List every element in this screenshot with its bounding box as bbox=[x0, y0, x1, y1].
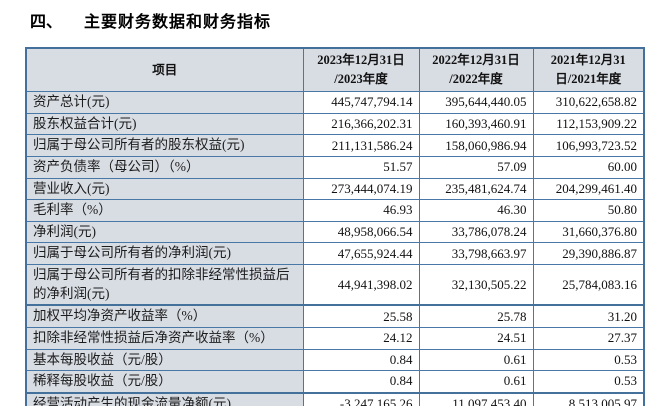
row-label: 净利润(元) bbox=[25, 220, 304, 244]
cell-value: 50.80 bbox=[532, 199, 645, 222]
cell-value: 31.20 bbox=[532, 304, 645, 328]
section-title-text: 主要财务数据和财务指标 bbox=[84, 14, 272, 31]
row-label: 毛利率（%） bbox=[25, 199, 304, 222]
row-label: 股东权益合计(元) bbox=[25, 112, 304, 136]
column-header-line: 日/2021年度 bbox=[555, 72, 622, 86]
column-header-line: /2023年度 bbox=[334, 72, 388, 86]
section-number: 四、 bbox=[30, 14, 63, 31]
table-row: 经营活动产生的现金流量净额(元) -3,247,165.26 11,097,453.… bbox=[25, 391, 645, 406]
cell-value: 0.61 bbox=[418, 348, 534, 372]
column-header: 2023年12月31日/2023年度 bbox=[302, 47, 420, 92]
table-header-row: 项目 2023年12月31日/2023年度 2022年12月31日/2022年度 20… bbox=[25, 47, 645, 92]
row-label: 归属于母公司所有者的净利润(元) bbox=[25, 242, 304, 265]
cell-value: 160,393,460.91 bbox=[418, 112, 534, 136]
table-row: 股东权益合计(元) 216,366,202.31 160,393,460.91 112… bbox=[25, 112, 645, 136]
table-row: 归属于母公司所有者的扣除非经常性损益后的净利润(元) 44,941,398.02 3… bbox=[25, 264, 645, 306]
cell-value: 211,131,586.24 bbox=[302, 134, 420, 157]
cell-value: 46.93 bbox=[302, 199, 420, 222]
cell-value: 24.51 bbox=[418, 326, 534, 350]
cell-value: 395,644,440.05 bbox=[418, 91, 534, 114]
cell-value: 158,060,986.94 bbox=[418, 134, 534, 157]
cell-value: 32,130,505.22 bbox=[418, 264, 534, 306]
financial-data-table: 项目 2023年12月31日/2023年度 2022年12月31日/2022年度 20… bbox=[25, 47, 645, 406]
cell-value: 0.84 bbox=[302, 348, 420, 372]
cell-value: 310,622,658.82 bbox=[532, 91, 645, 114]
column-header: 项目 bbox=[25, 47, 304, 92]
cell-value: 46.30 bbox=[418, 199, 534, 222]
cell-value: 112,153,909.22 bbox=[532, 112, 645, 136]
cell-value: 273,444,074.19 bbox=[302, 177, 420, 201]
table-row: 资产负债率（母公司）（%） 51.57 57.09 60.00 bbox=[25, 155, 645, 179]
cell-value: 204,299,461.40 bbox=[532, 177, 645, 201]
table-row: 营业收入(元) 273,444,074.19 235,481,624.74 204,2… bbox=[25, 177, 645, 201]
column-header-line: 2021年12月31 bbox=[550, 53, 626, 68]
cell-value: 0.53 bbox=[532, 348, 645, 372]
table-row: 资产总计(元) 445,747,794.14 395,644,440.05 310,6… bbox=[25, 91, 645, 114]
table-row: 净利润(元) 48,958,066.54 33,786,078.24 31,660,3… bbox=[25, 220, 645, 244]
cell-value: 216,366,202.31 bbox=[302, 112, 420, 136]
row-label: 稀释每股收益（元/股） bbox=[25, 370, 304, 394]
column-header-line: 项目 bbox=[152, 62, 178, 77]
table-row: 基本每股收益（元/股） 0.84 0.61 0.53 bbox=[25, 348, 645, 372]
cell-value: 29,390,886.87 bbox=[532, 242, 645, 265]
cell-value: 11,097,453.40 bbox=[418, 391, 534, 406]
table-row: 稀释每股收益（元/股） 0.84 0.61 0.53 bbox=[25, 370, 645, 394]
cell-value: 235,481,624.74 bbox=[418, 177, 534, 201]
cell-value: 25,784,083.16 bbox=[532, 264, 645, 306]
cell-value: 31,660,376.80 bbox=[532, 220, 645, 244]
table-row: 归属于母公司所有者的净利润(元) 47,655,924.44 33,798,663.… bbox=[25, 242, 645, 265]
column-header: 2022年12月31日/2022年度 bbox=[418, 47, 534, 92]
table-row: 毛利率（%） 46.93 46.30 50.80 bbox=[25, 199, 645, 222]
table-body: 资产总计(元) 445,747,794.14 395,644,440.05 310,6… bbox=[25, 91, 645, 406]
row-label: 资产总计(元) bbox=[25, 91, 304, 114]
cell-value: 27.37 bbox=[532, 326, 645, 350]
cell-value: 0.61 bbox=[418, 370, 534, 394]
row-label: 经营活动产生的现金流量净额(元) bbox=[25, 391, 304, 406]
cell-value: -3,247,165.26 bbox=[302, 391, 420, 406]
cell-value: 33,786,078.24 bbox=[418, 220, 534, 244]
cell-value: 51.57 bbox=[302, 155, 420, 179]
cell-value: 445,747,794.14 bbox=[302, 91, 420, 114]
row-label: 基本每股收益（元/股） bbox=[25, 348, 304, 372]
column-header: 2021年12月31 日/2021年度 bbox=[532, 47, 645, 92]
cell-value: 0.53 bbox=[532, 370, 645, 394]
cell-value: 25.58 bbox=[302, 304, 420, 328]
cell-value: 106,993,723.52 bbox=[532, 134, 645, 157]
cell-value: 57.09 bbox=[418, 155, 534, 179]
column-header-line: 2023年12月31日 bbox=[317, 53, 405, 68]
cell-value: 48,958,066.54 bbox=[302, 220, 420, 244]
row-label: 营业收入(元) bbox=[25, 177, 304, 201]
table-row: 扣除非经常性损益后净资产收益率（%） 24.12 24.51 27.37 bbox=[25, 326, 645, 350]
cell-value: 8,513,005.97 bbox=[532, 391, 645, 406]
row-label: 扣除非经常性损益后净资产收益率（%） bbox=[25, 326, 304, 350]
cell-value: 0.84 bbox=[302, 370, 420, 394]
cell-value: 60.00 bbox=[532, 155, 645, 179]
cell-value: 47,655,924.44 bbox=[302, 242, 420, 265]
section-title: 四、 主要财务数据和财务指标 bbox=[30, 8, 271, 32]
cell-value: 33,798,663.97 bbox=[418, 242, 534, 265]
cell-value: 24.12 bbox=[302, 326, 420, 350]
cell-value: 25.78 bbox=[418, 304, 534, 328]
row-label: 资产负债率（母公司）（%） bbox=[25, 155, 304, 179]
row-label: 归属于母公司所有者的扣除非经常性损益后的净利润(元) bbox=[25, 264, 304, 306]
column-header-line: /2022年度 bbox=[449, 72, 503, 86]
cell-value: 44,941,398.02 bbox=[302, 264, 420, 306]
row-label: 归属于母公司所有者的股东权益(元) bbox=[25, 134, 304, 157]
row-label: 加权平均净资产收益率（%） bbox=[25, 304, 304, 328]
table-row: 归属于母公司所有者的股东权益(元) 211,131,586.24 158,060,9… bbox=[25, 134, 645, 157]
table-row: 加权平均净资产收益率（%） 25.58 25.78 31.20 bbox=[25, 304, 645, 328]
column-header-line: 2022年12月31日 bbox=[432, 53, 520, 68]
